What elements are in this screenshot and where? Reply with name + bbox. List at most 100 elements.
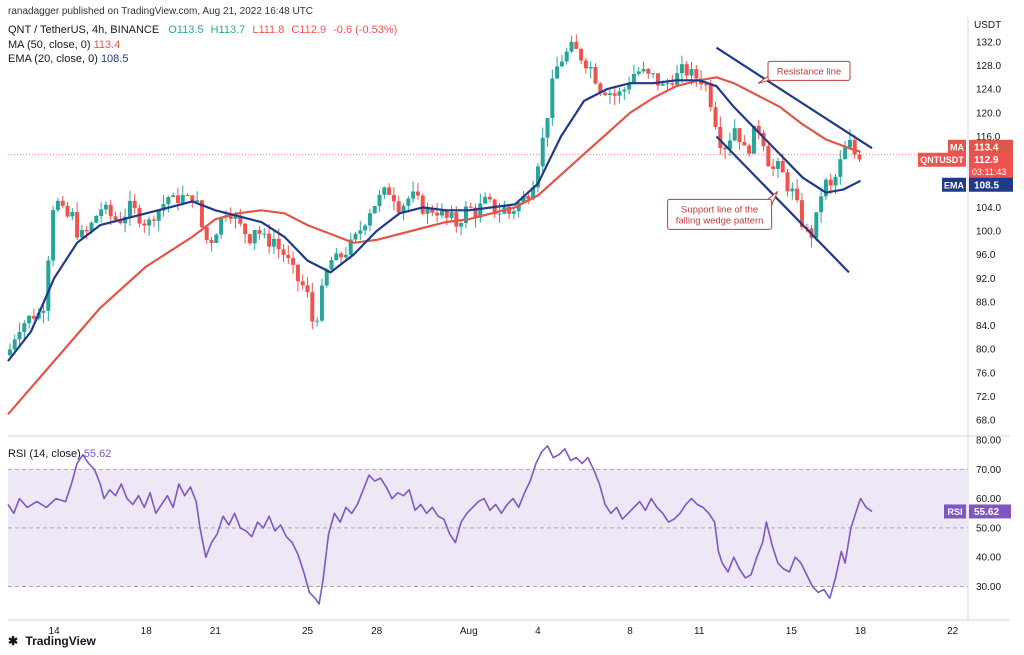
rsi-tick-label: 40.00: [976, 553, 1001, 564]
candle: [372, 205, 377, 214]
resistance-callout[interactable]: Resistance line: [757, 60, 851, 84]
ema-legend[interactable]: EMA (20, close, 0) 108.5: [8, 53, 128, 65]
candle: [823, 177, 828, 201]
symbol-price-tag[interactable]: QNTUSDT 112.903:11:43: [918, 152, 1013, 179]
candle: [435, 202, 440, 223]
rsi-price-tag[interactable]: RSI 55.62: [944, 504, 1011, 519]
x-tick-label: 22: [947, 626, 959, 637]
candle: [75, 202, 80, 241]
candle: [420, 193, 425, 216]
rsi-tick-label: 80.00: [976, 436, 1001, 447]
candle: [55, 197, 60, 212]
rsi-line: [7, 445, 873, 605]
candle: [737, 128, 742, 150]
y-tick-label: 100.0: [976, 227, 1001, 238]
candle: [411, 181, 416, 203]
candle: [641, 61, 646, 74]
ma-price-tag[interactable]: MA 113.4: [948, 139, 1013, 154]
candle: [761, 130, 766, 152]
candle: [180, 185, 185, 206]
y-tick-label: 128.0: [976, 61, 1001, 72]
ohlc-open: O113.5: [168, 24, 204, 36]
candle: [612, 87, 617, 106]
candle: [70, 208, 75, 221]
candle: [262, 228, 267, 239]
candle: [271, 229, 276, 254]
candle: [382, 186, 387, 200]
candle: [291, 251, 296, 274]
candle: [65, 202, 70, 219]
y-tick-label: 68.0: [976, 416, 996, 427]
x-tick-label: 8: [627, 626, 633, 637]
footer-brand[interactable]: ✱ TradingView: [8, 634, 96, 648]
candle: [766, 140, 771, 167]
svg-text:112.9: 112.9: [974, 155, 999, 166]
candle: [838, 150, 843, 185]
candle: [727, 132, 732, 156]
candle: [775, 157, 780, 179]
candle: [161, 194, 166, 217]
candle: [487, 193, 492, 203]
x-tick-label: 15: [786, 626, 798, 637]
rsi-value: 55.62: [83, 448, 112, 460]
candle: [295, 264, 300, 292]
candle: [46, 255, 51, 321]
candle: [348, 233, 353, 260]
candle: [166, 195, 171, 213]
candle: [425, 202, 430, 224]
ma-legend[interactable]: MA (50, close, 0) 113.4: [8, 39, 120, 51]
svg-text:03:11:43: 03:11:43: [972, 167, 1006, 177]
y-tick-label: 132.0: [976, 37, 1001, 48]
y-axis-unit: USDT: [974, 20, 1001, 31]
candle: [185, 193, 190, 197]
candle: [132, 194, 137, 214]
candle: [574, 34, 579, 50]
support-trendline[interactable]: [715, 135, 850, 274]
ema-20-line: [7, 79, 861, 362]
candle: [195, 191, 200, 204]
candle: [636, 66, 641, 77]
candle: [795, 179, 800, 203]
candle: [483, 192, 488, 205]
candle: [473, 203, 478, 228]
tradingview-logo-icon: ✱: [8, 634, 19, 648]
candle: [569, 35, 574, 54]
published-text: ranadagger published on TradingView.com,…: [8, 6, 314, 17]
candle: [310, 282, 315, 330]
candle: [147, 216, 152, 236]
candle: [334, 248, 339, 261]
candle: [540, 127, 545, 176]
candle: [79, 225, 84, 240]
y-tick-label: 120.0: [976, 108, 1001, 119]
candle: [751, 125, 756, 154]
price-pane[interactable]: [8, 20, 968, 434]
svg-text:EMA: EMA: [944, 180, 965, 190]
rsi-legend[interactable]: RSI (14, close) 55.62: [8, 448, 111, 460]
ma-value: 113.4: [93, 39, 121, 51]
resistance-trendline[interactable]: [715, 46, 873, 150]
candle: [219, 216, 224, 239]
ema-price-tag[interactable]: EMA 108.5: [942, 177, 1013, 192]
candle: [631, 64, 636, 85]
y-tick-label: 116.0: [976, 132, 1001, 143]
svg-text:55.62: 55.62: [974, 507, 999, 518]
candle: [507, 204, 512, 219]
candle: [516, 200, 521, 218]
candle: [286, 245, 291, 264]
candle: [535, 163, 540, 192]
candle: [315, 316, 320, 327]
candle: [684, 61, 689, 80]
candle: [463, 200, 468, 229]
candle: [243, 222, 248, 244]
y-tick-label: 88.0: [976, 297, 996, 308]
candle: [588, 61, 593, 79]
x-tick-label: Aug: [460, 626, 478, 637]
candle: [22, 320, 27, 341]
candle: [511, 208, 516, 220]
candle: [852, 135, 857, 159]
brand-name: TradingView: [25, 634, 96, 648]
annotation-text: Resistance line: [777, 66, 841, 77]
rsi-tick-label: 30.00: [976, 582, 1001, 593]
